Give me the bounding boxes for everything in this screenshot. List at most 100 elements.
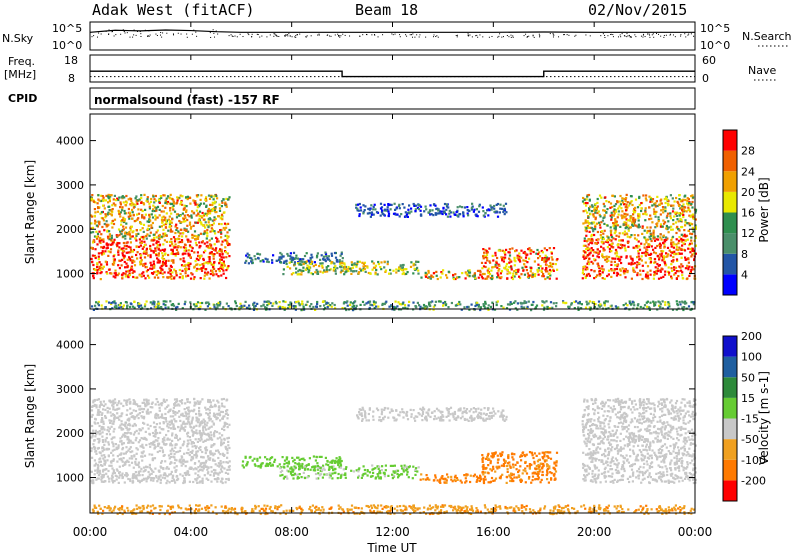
heatmap-cell — [340, 266, 342, 268]
heatmap-cell — [228, 478, 230, 480]
nsky-point — [634, 34, 635, 35]
heatmap-cell — [384, 261, 386, 263]
heatmap-cell — [94, 470, 96, 472]
heatmap-cell — [150, 198, 152, 200]
heatmap-cell — [478, 211, 480, 213]
heatmap-cell — [153, 234, 155, 236]
heatmap-cell — [197, 450, 199, 452]
heatmap-cell — [692, 268, 694, 270]
heatmap-cell — [132, 250, 134, 252]
heatmap-cell — [195, 242, 197, 244]
heatmap-cell — [626, 304, 628, 306]
heatmap-cell — [608, 201, 610, 203]
nsky-point — [101, 33, 102, 34]
heatmap-cell — [592, 262, 594, 264]
nsky-point — [618, 36, 619, 37]
heatmap-cell — [140, 261, 142, 263]
heatmap-cell — [210, 196, 212, 198]
heatmap-cell — [673, 215, 675, 217]
heatmap-cell — [101, 226, 103, 228]
heatmap-cell — [647, 244, 649, 246]
heatmap-cell — [681, 257, 683, 259]
heatmap-cell — [550, 301, 552, 303]
heatmap-cell — [102, 431, 104, 433]
heatmap-cell — [606, 261, 608, 263]
heatmap-cell — [174, 211, 176, 213]
heatmap-cell — [585, 256, 587, 258]
nsky-point — [624, 36, 625, 37]
heatmap-cell — [171, 218, 173, 220]
heatmap-cell — [224, 265, 226, 267]
heatmap-cell — [655, 252, 657, 254]
heatmap-cell — [650, 226, 652, 228]
heatmap-cell — [138, 303, 140, 305]
heatmap-cell — [659, 301, 661, 303]
heatmap-cell — [176, 475, 178, 477]
heatmap-cell — [302, 270, 304, 272]
heatmap-cell — [203, 278, 205, 280]
heatmap-cell — [132, 473, 134, 475]
heatmap-cell — [375, 272, 377, 274]
heatmap-cell — [125, 301, 127, 303]
heatmap-cell — [220, 274, 222, 276]
heatmap-cell — [98, 398, 100, 400]
heatmap-cell — [172, 209, 174, 211]
heatmap-cell — [582, 222, 584, 224]
heatmap-cell — [308, 267, 310, 269]
heatmap-cell — [395, 301, 397, 303]
heatmap-cell — [253, 302, 255, 304]
heatmap-cell — [635, 199, 637, 201]
nsky-point — [359, 36, 360, 37]
heatmap-cell — [333, 268, 335, 270]
heatmap-cell — [137, 251, 139, 253]
heatmap-cell — [294, 263, 296, 265]
heatmap-cell — [206, 235, 208, 237]
heatmap-cell — [97, 422, 99, 424]
heatmap-cell — [611, 212, 613, 214]
nsky-point — [297, 34, 298, 35]
heatmap-cell — [165, 262, 167, 264]
heatmap-cell — [154, 247, 156, 249]
heatmap-cell — [200, 233, 202, 235]
heatmap-cell — [219, 207, 221, 209]
heatmap-cell — [505, 265, 507, 267]
heatmap-cell — [292, 272, 294, 274]
heatmap-cell — [108, 478, 110, 480]
heatmap-cell — [624, 216, 626, 218]
heatmap-cell — [159, 244, 161, 246]
heatmap-cell — [678, 229, 680, 231]
heatmap-cell — [205, 302, 207, 304]
heatmap-cell — [225, 251, 227, 253]
heatmap-cell — [334, 265, 336, 267]
heatmap-cell — [215, 270, 217, 272]
heatmap-cell — [128, 246, 130, 248]
heatmap-cell — [118, 242, 120, 244]
heatmap-cell — [192, 199, 194, 201]
heatmap-cell — [690, 195, 692, 197]
heatmap-cell — [408, 301, 410, 303]
nsky-point — [575, 35, 576, 36]
heatmap-cell — [443, 210, 445, 212]
heatmap-cell — [658, 204, 660, 206]
heatmap-cell — [440, 276, 442, 278]
heatmap-cell — [675, 197, 677, 199]
heatmap-cell — [211, 426, 213, 428]
heatmap-cell — [214, 430, 216, 432]
heatmap-cell — [595, 242, 597, 244]
heatmap-cell — [109, 194, 111, 196]
heatmap-cell — [588, 253, 590, 255]
heatmap-cell — [627, 225, 629, 227]
heatmap-cell — [691, 242, 693, 244]
nsky-point — [378, 36, 379, 37]
heatmap-cell — [289, 306, 291, 308]
heatmap-cell — [211, 238, 213, 240]
heatmap-cell — [211, 406, 213, 408]
heatmap-cell — [610, 264, 612, 266]
heatmap-cell — [124, 235, 126, 237]
heatmap-cell — [207, 225, 209, 227]
nave-label: Nave — [748, 64, 776, 77]
heatmap-cell — [504, 208, 506, 210]
heatmap-cell — [679, 253, 681, 255]
heatmap-cell — [279, 259, 281, 261]
heatmap-cell — [280, 261, 282, 263]
